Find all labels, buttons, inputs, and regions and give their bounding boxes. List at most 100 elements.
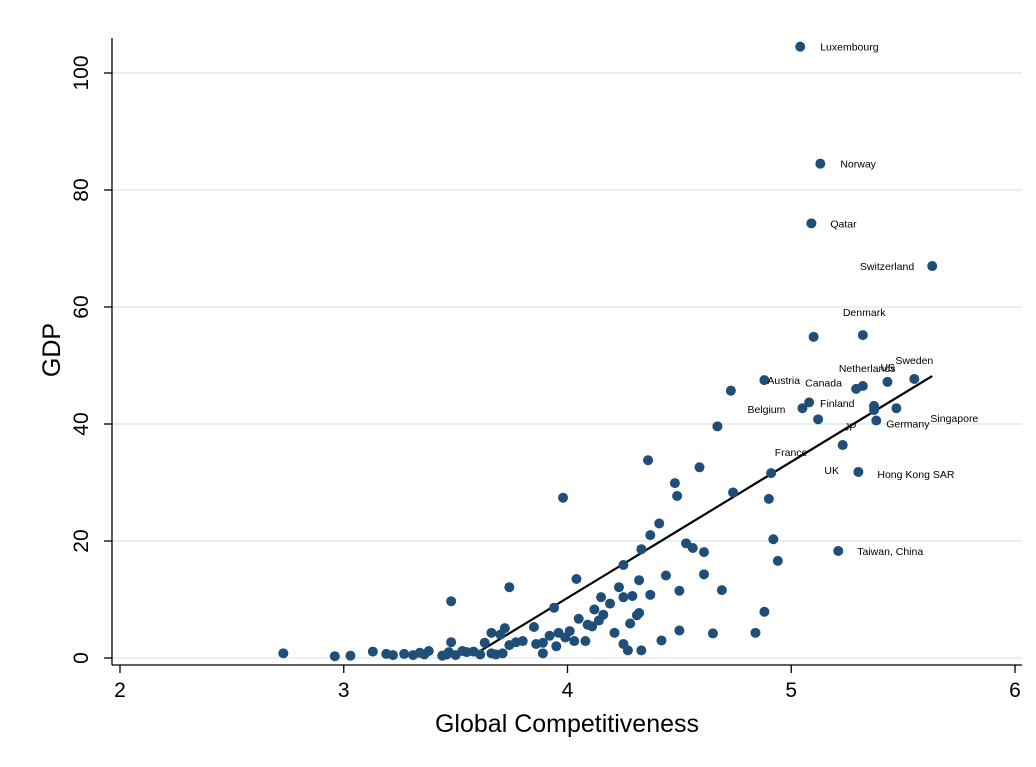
point-label: Luxembourg [820,42,879,54]
data-point [882,376,893,387]
data-point [544,630,555,641]
data-point [497,648,508,659]
data-point [636,544,647,555]
y-tick-label: 40 [70,412,93,435]
data-point [833,545,844,556]
data-point [278,648,289,659]
data-point [399,648,410,659]
data-point [643,455,654,466]
data-point [580,636,591,647]
data-point [528,621,539,632]
data-point [837,440,848,451]
data-point [759,606,770,617]
data-point [645,530,656,541]
point-label: Austria [767,375,800,387]
data-point [795,41,806,52]
data-point [813,414,824,425]
data-point [694,462,705,473]
data-point [763,493,774,504]
point-label: Canada [805,377,842,389]
point-label: Sweden [895,355,933,367]
data-point [728,487,739,498]
data-point [909,373,920,384]
data-point [716,585,727,596]
data-point [605,598,616,609]
y-tick-label: 0 [70,652,93,664]
data-point [891,403,902,414]
data-point [329,651,340,662]
data-points [278,41,938,662]
data-point [712,421,723,432]
data-point [495,629,506,640]
point-label: Taiwan, China [857,546,923,558]
data-point [750,627,761,638]
data-point [759,375,770,386]
data-point [707,628,718,639]
data-point [441,649,452,660]
x-ticks: 2 3 4 5 6 [114,665,1021,702]
x-tick-label: 4 [562,679,574,702]
x-tick-label: 3 [338,679,350,702]
data-point [634,575,645,586]
data-point [725,385,736,396]
point-label: UK [824,465,839,477]
data-point [582,619,593,630]
point-label: Belgium [747,404,785,416]
data-point [345,650,356,661]
data-point [549,602,560,613]
point-label: Denmark [843,307,886,319]
data-point [504,640,515,651]
point-label: JP [844,421,856,433]
data-point [419,649,430,660]
data-point [475,649,486,660]
data-point [631,610,642,621]
data-point [851,383,862,394]
data-point [537,648,548,659]
data-point [871,415,882,426]
data-point [672,490,683,501]
data-point [766,468,777,479]
data-point [479,637,490,648]
data-point [387,650,398,661]
point-label: Netherlands [839,363,896,375]
data-point [609,627,620,638]
x-tick-label: 2 [114,679,126,702]
y-axis-title: GDP [38,323,66,377]
x-tick-label: 6 [1009,679,1021,702]
data-point [660,570,671,581]
point-label: Norway [840,159,876,171]
point-label: Singapore [930,413,978,425]
point-label: Germany [886,418,930,430]
y-tick-label: 20 [70,529,93,552]
data-point [618,592,629,603]
point-label: US [880,362,895,374]
data-point [613,582,624,593]
data-point [571,574,582,585]
data-point [367,646,378,657]
data-point [808,331,819,342]
data-point [560,632,571,643]
y-tick-label: 60 [70,295,93,318]
data-point [596,592,607,603]
data-point [869,404,880,415]
data-point [622,645,633,656]
data-point [504,582,515,593]
data-point [558,492,569,503]
data-point [853,466,864,477]
data-point [486,627,497,638]
data-point [806,218,817,229]
x-tick-label: 5 [785,679,797,702]
data-point [927,261,938,272]
y-tick-label: 80 [70,178,93,201]
data-point [569,636,580,647]
data-point [645,589,656,600]
y-ticks: 0 20 40 60 80 100 [70,55,112,664]
data-point [815,158,826,169]
data-point [636,645,647,656]
gridlines [112,72,1022,659]
point-labels: Luxembourg Norway Qatar Switzerland Denmark U… [747,42,978,558]
data-point [531,638,542,649]
point-label: Hong Kong SAR [877,469,954,481]
